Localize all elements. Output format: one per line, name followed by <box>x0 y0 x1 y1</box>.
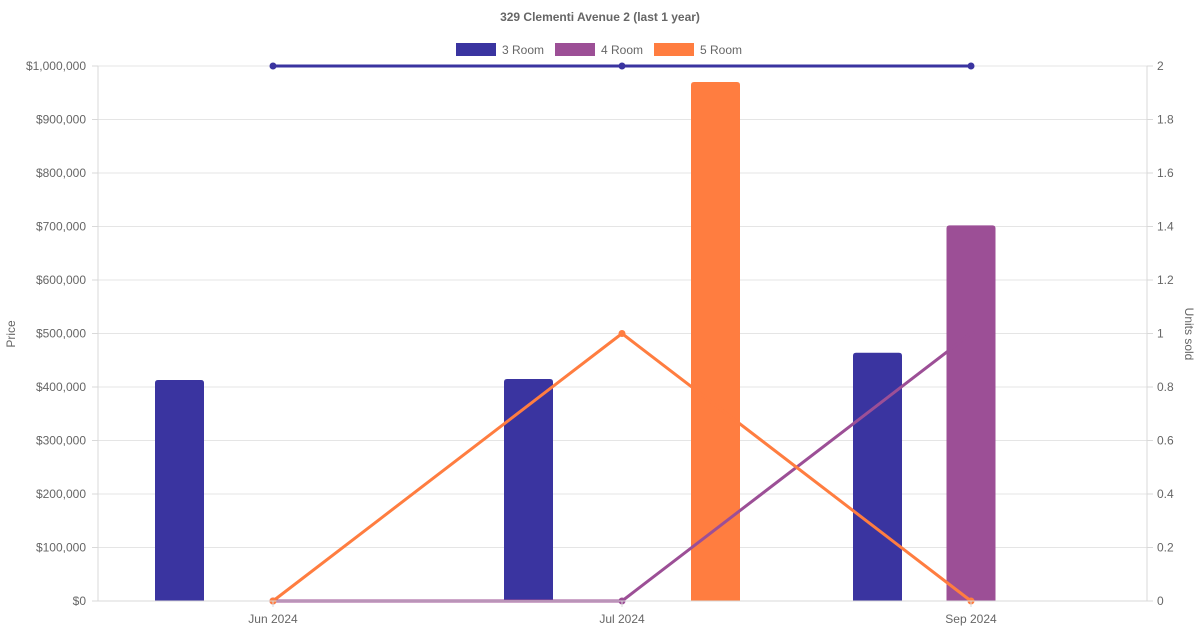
bar-3-room-jul-2024 <box>504 378 553 601</box>
x-tick-label: Sep 2024 <box>945 612 997 626</box>
y-right-tick-label: 0.6 <box>1157 434 1174 448</box>
y-axis-left-title: Price <box>4 320 18 348</box>
point-3-room-sep-2024 <box>967 62 975 70</box>
y-left-tick-label: $600,000 <box>36 273 86 287</box>
legend-item-5-room[interactable]: 5 Room <box>654 43 742 57</box>
y-right-tick-label: 2 <box>1157 59 1164 73</box>
y-left-tick-label: $200,000 <box>36 487 86 501</box>
y-left-tick-label: $1,000,000 <box>26 59 86 73</box>
y-left-tick-label: $300,000 <box>36 434 86 448</box>
y-left-tick-label: $0 <box>73 594 87 608</box>
x-tick-label: Jun 2024 <box>248 612 298 626</box>
legend-swatch-5-room <box>654 43 694 56</box>
y-left-tick-label: $500,000 <box>36 327 86 341</box>
y-right-tick-label: 0 <box>1157 594 1164 608</box>
y-right-tick-label: 0.2 <box>1157 541 1174 555</box>
axes-layer: $0 $100,000 $200,000 $300,000 $400,000 $500,0… <box>26 59 1174 626</box>
y-right-tick-label: 1 <box>1157 327 1164 341</box>
chart-title: 329 Clementi Avenue 2 (last 1 year) <box>500 10 700 24</box>
legend-swatch-4-room <box>555 43 595 56</box>
y-right-tick-label: 1.4 <box>1157 220 1174 234</box>
y-right-tick-label: 1.8 <box>1157 113 1174 127</box>
y-right-tick-label: 0.8 <box>1157 380 1174 394</box>
legend-item-3-room[interactable]: 3 Room <box>456 43 544 57</box>
y-right-tick-label: 1.2 <box>1157 273 1174 287</box>
y-left-tick-label: $700,000 <box>36 220 86 234</box>
bar-3-room-sep-2024 <box>853 352 902 601</box>
bars-layer <box>155 82 996 602</box>
legend-label-4-room: 4 Room <box>601 43 643 57</box>
legend-item-4-room[interactable]: 4 Room <box>555 43 643 57</box>
legend-label-5-room: 5 Room <box>700 43 742 57</box>
y-axis-right-title: Units sold <box>1182 308 1196 361</box>
legend-swatch-3-room <box>456 43 496 56</box>
point-3-room-jul-2024 <box>618 62 626 70</box>
point-4-room-sep-2024 <box>967 330 975 337</box>
legend: 3 Room 4 Room 5 Room <box>456 43 742 57</box>
bar-5-room-jul-2024 <box>691 82 740 602</box>
y-left-tick-label: $900,000 <box>36 113 86 127</box>
point-5-room-jul-2024 <box>618 330 626 337</box>
y-left-tick-label: $100,000 <box>36 541 86 555</box>
y-left-tick-label: $400,000 <box>36 380 86 394</box>
bar-4-room-sep-2024 <box>946 225 996 601</box>
legend-label-3-room: 3 Room <box>502 43 544 57</box>
y-left-tick-label: $800,000 <box>36 166 86 180</box>
x-tick-label: Jul 2024 <box>599 612 645 626</box>
points-layer <box>269 62 975 605</box>
y-right-tick-label: 1.6 <box>1157 166 1174 180</box>
point-3-room-jun-2024 <box>269 62 277 70</box>
bar-3-room-jun-2024 <box>155 380 204 601</box>
y-right-tick-label: 0.4 <box>1157 487 1174 501</box>
